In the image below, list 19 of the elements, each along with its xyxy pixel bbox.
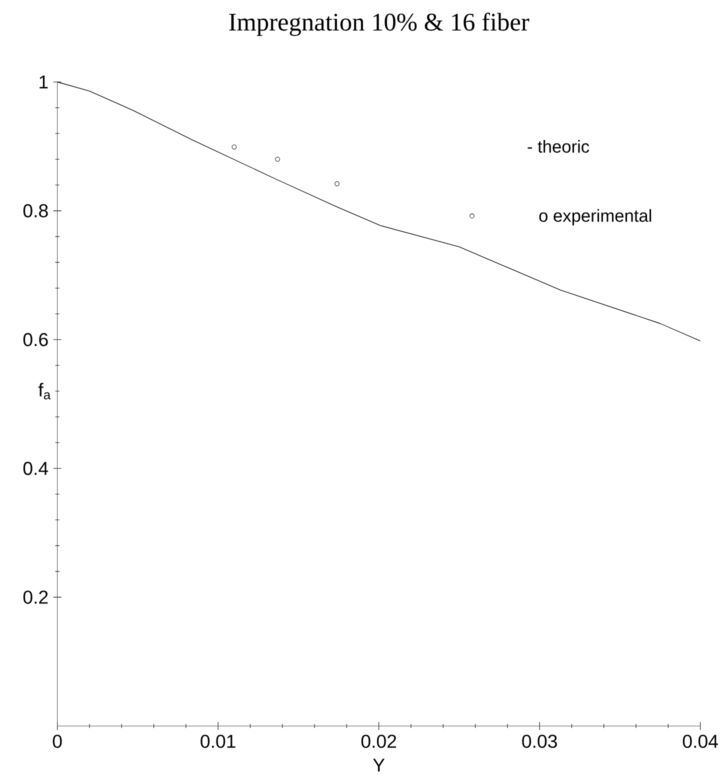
x-tick-label: 0.01 [200,734,236,748]
x-axis-title: Y [373,758,385,772]
chart-title: Impregnation 10% & 16 fiber [229,12,530,36]
point [275,156,280,162]
point [334,181,340,186]
x-tick-label: 0.03 [522,734,557,748]
annotation: - theoric [528,140,590,153]
point [232,144,237,150]
x-tick-label: 0.02 [361,734,396,748]
x-tick-label: 0 [52,734,62,748]
y-axis-title: f$_{a}$ [38,382,51,400]
point [470,214,474,218]
y-tick-label: 0.4 [23,462,48,476]
x-tick-label: 0.04 [682,734,718,748]
y-tick-label: 0.6 [23,332,48,346]
y-tick-label: 0.8 [23,204,48,218]
y-tick-label: 1 [40,76,48,88]
y-tick-label: 0.2 [23,590,48,604]
annotation: o experimental [539,209,652,226]
